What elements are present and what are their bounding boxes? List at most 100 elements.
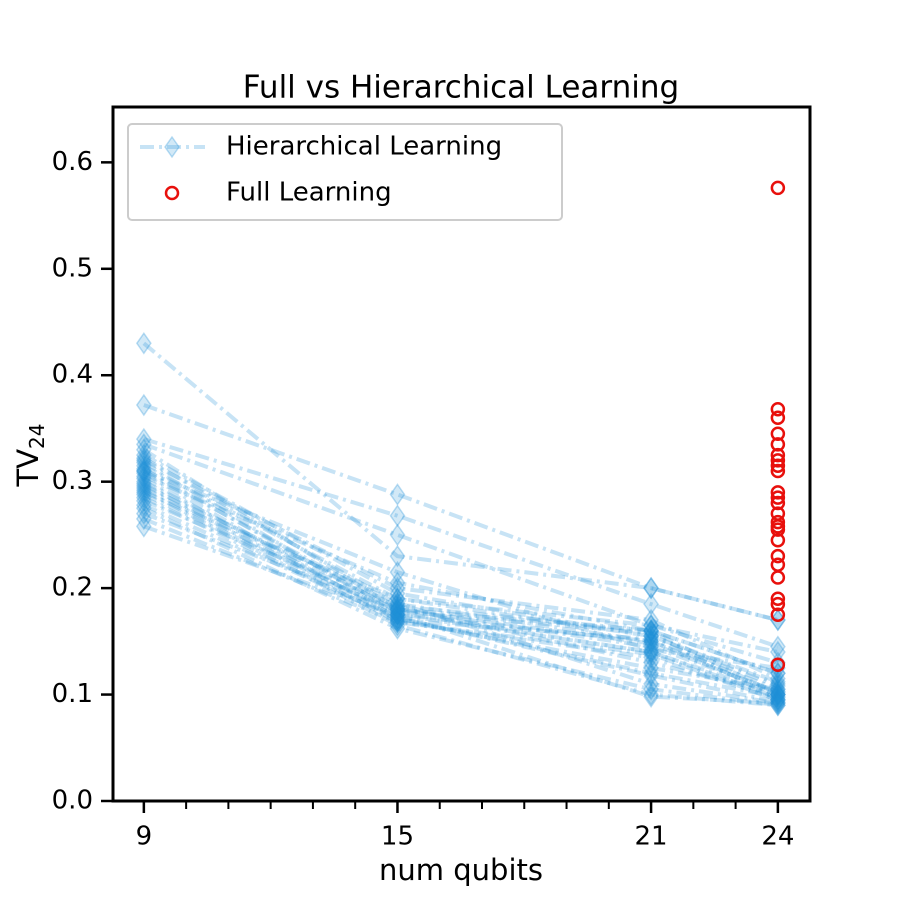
hierarchical-line <box>142 463 779 654</box>
hierarchical-marker <box>135 451 152 474</box>
hierarchical-line <box>142 467 779 702</box>
hierarchical-line <box>143 442 779 665</box>
x-tick-label: 21 <box>635 822 668 852</box>
hierarchical-line <box>143 484 779 706</box>
hierarchical-marker <box>769 656 786 680</box>
y-tick-label: 0.0 <box>52 786 93 816</box>
hierarchical-marker <box>769 691 786 715</box>
y-tick-label: 0.2 <box>52 573 93 603</box>
hierarchical-marker <box>769 688 786 712</box>
full-learning-point <box>770 514 786 530</box>
hierarchical-marker <box>769 691 786 715</box>
hierarchical-marker <box>389 598 406 621</box>
hierarchical-marker <box>643 656 659 680</box>
hierarchical-marker <box>643 642 659 666</box>
hierarchical-line <box>142 488 779 708</box>
hierarchical-marker <box>389 606 406 630</box>
hierarchical-marker <box>135 467 152 490</box>
hierarchical-marker <box>135 459 152 483</box>
hierarchical-line <box>142 458 779 681</box>
hierarchical-marker <box>769 688 786 712</box>
full-learning-point <box>770 447 786 463</box>
y-label-main: TV <box>11 449 45 488</box>
hierarchical-line <box>143 511 779 695</box>
hierarchical-marker <box>135 515 152 538</box>
hierarchical-marker <box>135 493 152 517</box>
hierarchical-marker <box>643 576 659 600</box>
hierarchical-marker <box>643 627 659 651</box>
hierarchical-line <box>142 506 779 708</box>
hierarchical-marker <box>389 603 406 627</box>
hierarchical-line <box>143 492 779 700</box>
hierarchical-marker <box>389 610 406 634</box>
hierarchical-marker <box>643 619 659 643</box>
hierarchical-marker <box>389 591 406 615</box>
hierarchical-marker <box>135 507 152 531</box>
hierarchical-marker <box>769 685 786 708</box>
hierarchical-marker <box>643 621 659 645</box>
full-learning-point <box>770 657 786 673</box>
y-tick-label: 0.6 <box>52 147 93 177</box>
legend-label: Full Learning <box>226 178 392 208</box>
hierarchical-marker <box>643 638 659 662</box>
hierarchical-marker <box>769 670 786 694</box>
hierarchical-marker <box>643 630 659 653</box>
hierarchical-line <box>143 403 779 622</box>
y-axis-label: TV24 <box>11 423 49 487</box>
axes-frame <box>111 105 812 803</box>
hierarchical-marker <box>769 683 786 706</box>
full-learning-point <box>770 437 786 452</box>
hierarchical-marker <box>389 617 406 640</box>
hierarchical-line <box>142 482 779 702</box>
full-learning-point <box>770 548 786 564</box>
hierarchical-marker <box>389 598 406 621</box>
hierarchical-marker <box>135 470 152 493</box>
hierarchical-marker <box>135 454 152 478</box>
hierarchical-marker <box>769 672 786 696</box>
hierarchical-marker <box>643 645 659 669</box>
hierarchical-marker <box>643 576 659 600</box>
full-learning-point <box>770 607 786 622</box>
full-learning-point <box>770 495 786 511</box>
hierarchical-marker <box>769 635 786 658</box>
x-axis-label: num qubits <box>379 853 543 887</box>
hierarchical-line <box>142 460 779 697</box>
hierarchical-marker <box>643 619 659 643</box>
hierarchical-marker <box>389 601 406 624</box>
hierarchical-marker <box>643 592 659 616</box>
hierarchical-line <box>142 448 779 676</box>
hierarchical-marker <box>769 683 786 706</box>
hierarchical-marker <box>769 688 786 712</box>
full-learning-point <box>770 180 786 196</box>
hierarchical-marker <box>135 483 152 506</box>
hierarchical-marker <box>643 651 659 674</box>
full-learning-point <box>770 570 786 585</box>
full-learning-point <box>770 458 786 473</box>
legend: Hierarchical Learning Full Learning <box>127 123 563 221</box>
hierarchical-marker <box>389 523 406 547</box>
full-learning-point <box>770 426 786 442</box>
full-learning-point <box>770 463 786 479</box>
hierarchical-marker <box>135 446 152 470</box>
hierarchical-marker <box>769 680 786 703</box>
hierarchical-marker <box>389 603 406 627</box>
hierarchical-marker <box>769 667 786 690</box>
hierarchical-marker <box>643 624 659 648</box>
hierarchical-marker <box>643 664 659 687</box>
hierarchical-marker <box>135 489 152 513</box>
hierarchical-marker <box>389 608 406 632</box>
hierarchical-marker <box>643 608 659 632</box>
hierarchical-marker <box>135 486 152 509</box>
hierarchical-marker <box>643 685 659 708</box>
legend-box <box>127 123 563 221</box>
hierarchical-marker <box>643 635 659 658</box>
hierarchical-marker <box>769 690 786 714</box>
hierarchical-marker <box>769 683 786 706</box>
hierarchical-marker <box>389 595 406 619</box>
full-learning-point <box>770 522 786 537</box>
hierarchical-marker <box>643 614 659 637</box>
hierarchical-line <box>142 486 779 697</box>
full-learning-point <box>770 485 786 500</box>
hierarchical-marker <box>643 630 659 653</box>
